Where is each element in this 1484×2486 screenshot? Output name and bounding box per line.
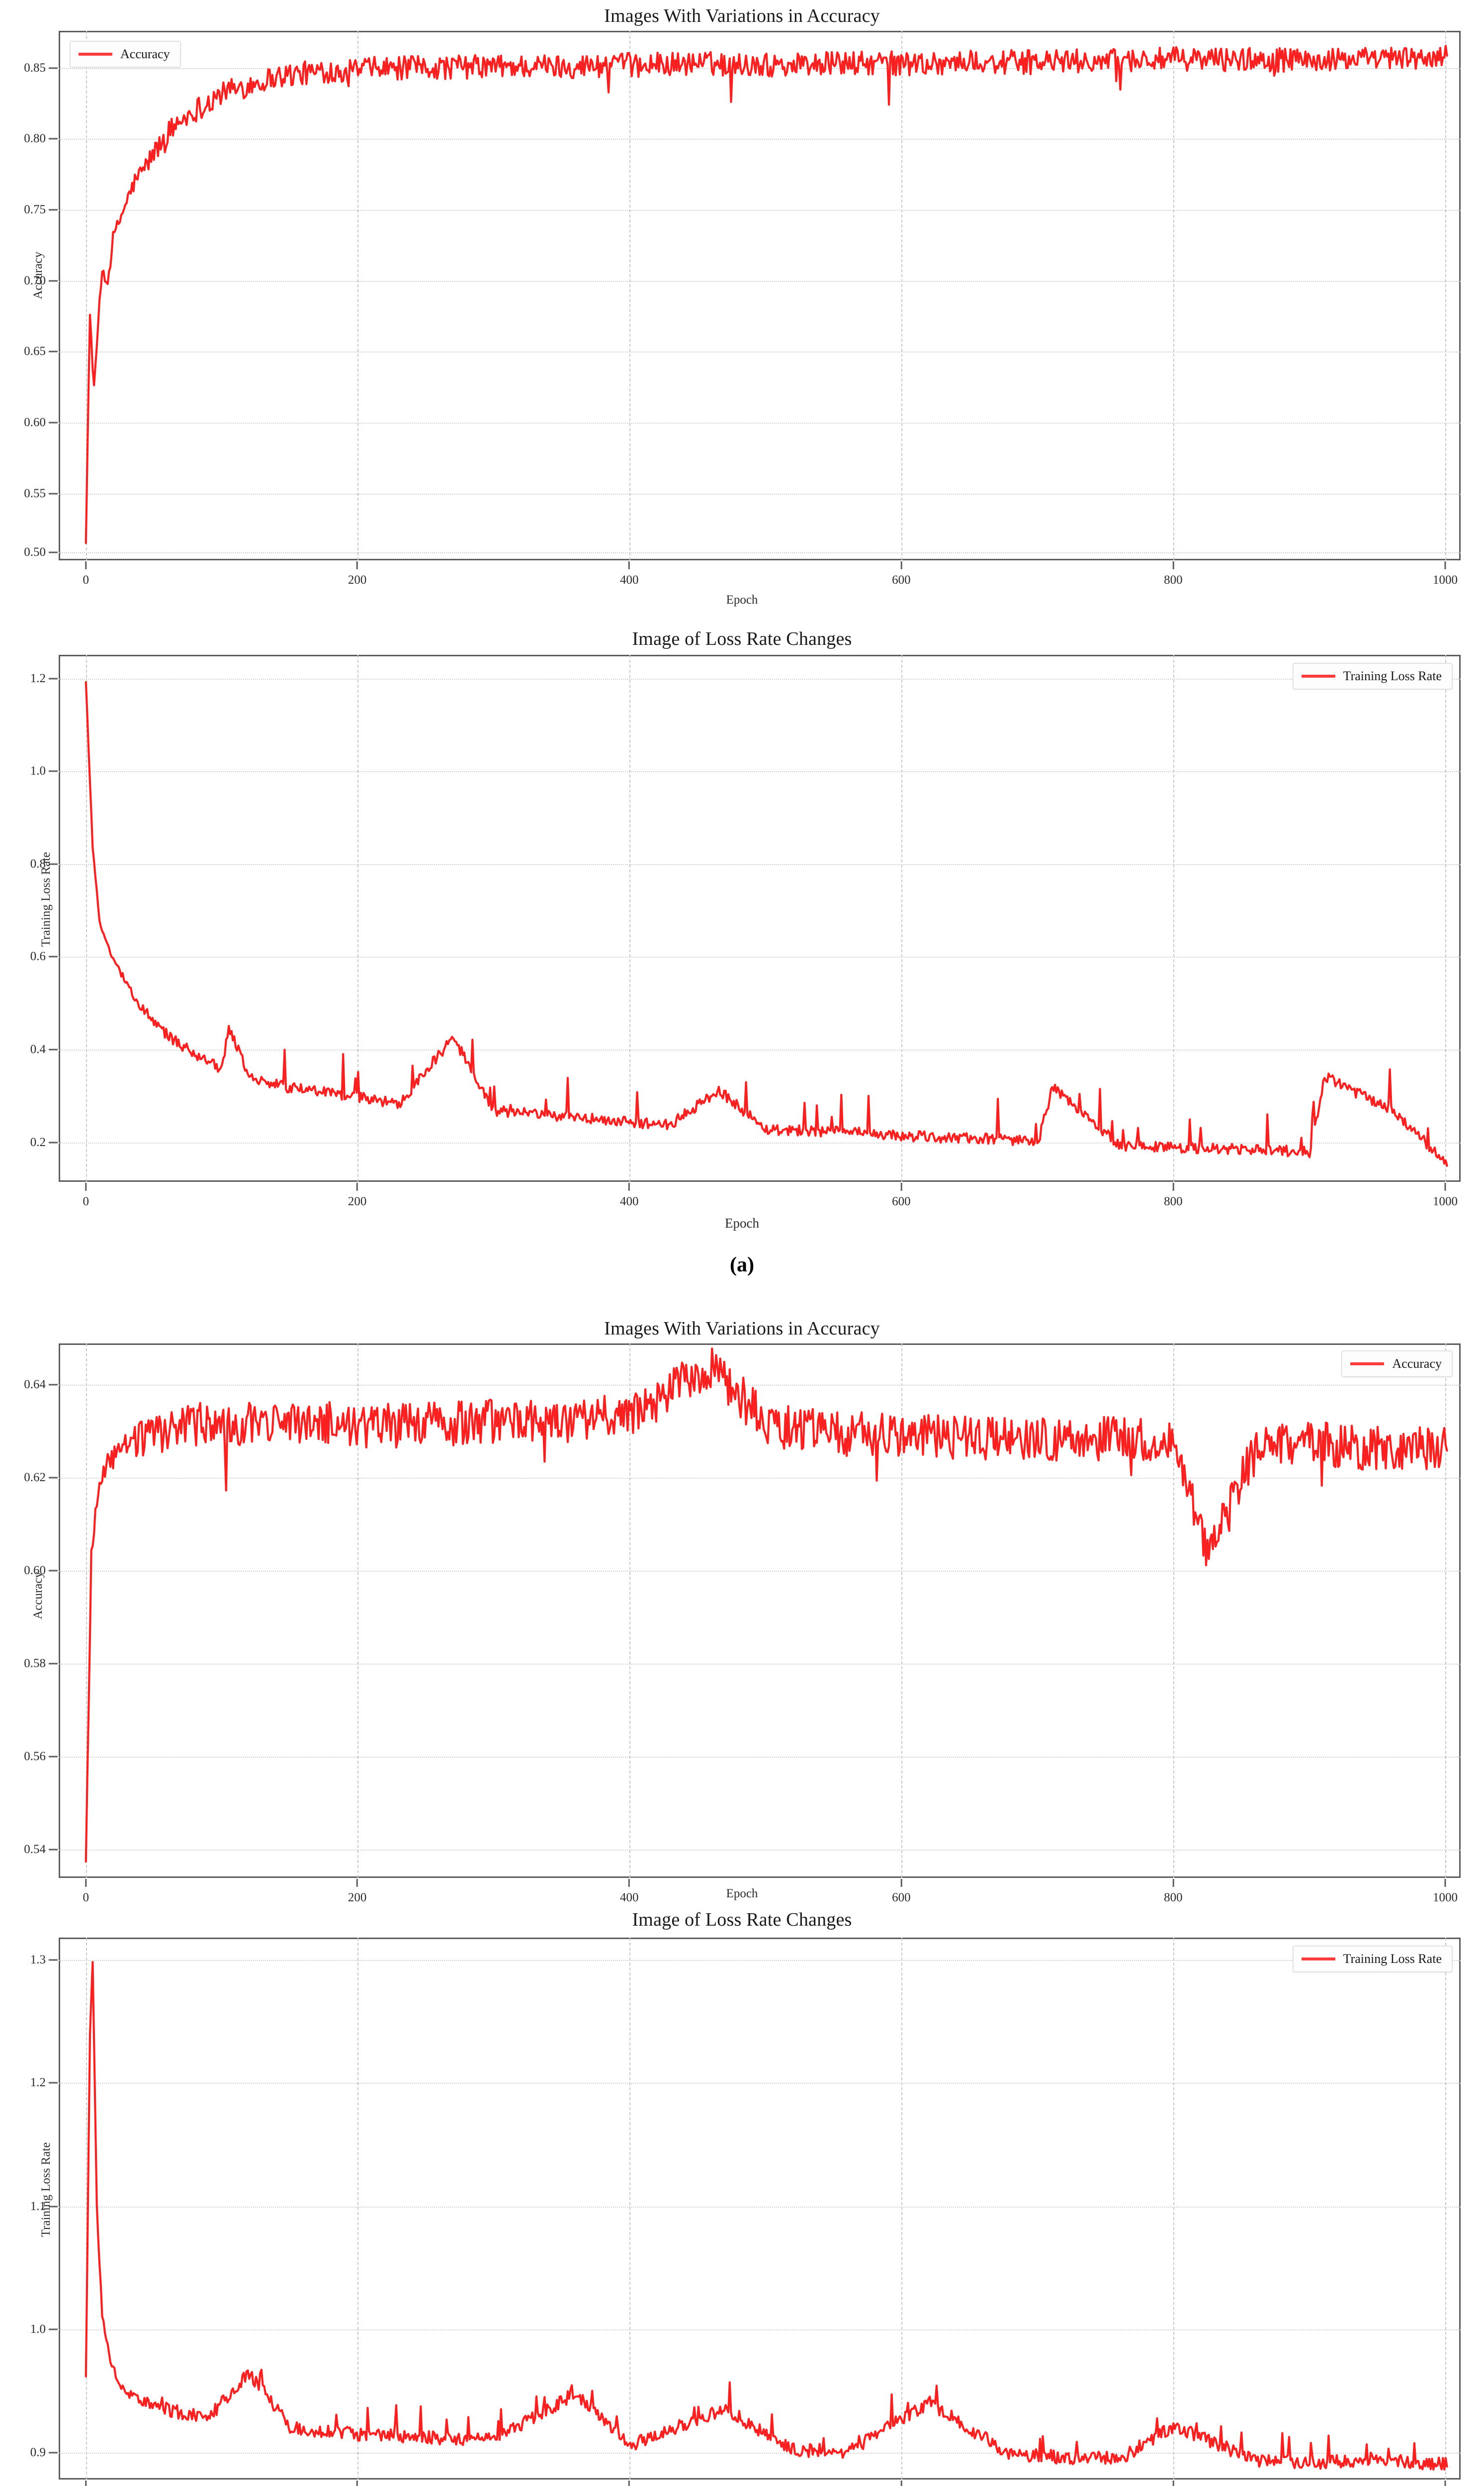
x-tick-label: 800 <box>1164 1182 1183 1209</box>
x-tick-label: 400 <box>620 2480 639 2486</box>
x-tick-label: 600 <box>892 1878 911 1905</box>
x-tick-label: 1000 <box>1433 1182 1458 1209</box>
x-axis-label: Epoch <box>726 1887 758 1900</box>
x-tick-label: 1000 <box>1433 1878 1458 1905</box>
legend-swatch-icon <box>1301 675 1335 678</box>
y-axis-label: Accuracy <box>31 1572 45 1619</box>
y-tick-label: 0.58 <box>24 1657 59 1671</box>
x-tick-label: 200 <box>348 560 367 587</box>
x-tick-label: 800 <box>1164 2480 1183 2486</box>
y-tick-label: 0.75 <box>24 203 59 217</box>
x-tick-label: 0 <box>83 2480 89 2486</box>
y-tick-label: 1.0 <box>30 2322 59 2336</box>
x-tick-label: 1000 <box>1433 2480 1458 2486</box>
x-tick-label: 400 <box>620 1182 639 1209</box>
x-tick-label: 800 <box>1164 560 1183 587</box>
legend-label: Training Loss Rate <box>1343 669 1442 683</box>
plot-area: 1.3 1.2 1.1 1.0 0.9 0 200 400 600 800 10… <box>30 1938 1461 2480</box>
x-tick-label: 800 <box>1164 1878 1183 1905</box>
y-axis-label: Accuracy <box>31 252 45 299</box>
y-tick-label: 0.70 <box>24 274 59 288</box>
y-tick-label: 0.4 <box>30 1043 59 1057</box>
y-axis-label: Training Loss Rate <box>39 2142 53 2237</box>
y-tick-label: 1.0 <box>30 764 59 778</box>
chart-title: Images With Variations in Accuracy <box>604 1318 880 1339</box>
series-line-loss <box>85 681 1448 1167</box>
y-tick-label: 0.55 <box>24 487 59 501</box>
y-tick-label: 0.62 <box>24 1471 59 1485</box>
plot-frame <box>59 31 1461 560</box>
series-line-accuracy <box>85 1347 1448 1863</box>
x-axis-label: Epoch <box>725 1216 759 1231</box>
y-tick-label: 0.2 <box>30 1136 59 1150</box>
legend-swatch-icon <box>1350 1362 1385 1365</box>
plot-area: 0.64 0.62 0.60 0.58 0.56 0.54 0 200 400 … <box>24 1343 1461 1904</box>
y-tick-label: 0.9 <box>30 2446 59 2460</box>
chart-legend[interactable]: Training Loss Rate <box>1292 663 1453 690</box>
legend-label: Accuracy <box>1392 1356 1442 1371</box>
legend-swatch-icon <box>1301 1957 1335 1960</box>
subfigure-label-a: (a) <box>730 1253 754 1276</box>
x-tick-label: 0 <box>83 560 89 587</box>
y-tick-label: 1.3 <box>30 1953 59 1967</box>
chart-title: Images With Variations in Accuracy <box>604 5 880 26</box>
x-tick-label: 200 <box>348 1878 367 1905</box>
y-tick-label: 0.8 <box>30 857 59 871</box>
y-axis-label: Training Loss Rate <box>39 852 53 947</box>
series-line-accuracy <box>85 45 1448 544</box>
y-tick-label: 1.1 <box>30 2200 59 2214</box>
y-tick-label: 1.2 <box>30 672 59 686</box>
chart-title: Image of Loss Rate Changes <box>632 1909 852 1930</box>
y-tick-label: 0.60 <box>24 416 59 430</box>
x-tick-label: 200 <box>348 1182 367 1209</box>
chart-legend[interactable]: Accuracy <box>70 41 181 68</box>
x-tick-label: 400 <box>620 560 639 587</box>
legend-swatch-icon <box>79 53 112 56</box>
x-axis-label: Epoch <box>726 593 758 607</box>
plot-frame <box>59 655 1461 1182</box>
series-line-loss <box>85 1961 1448 2471</box>
x-tick-label: 600 <box>892 560 911 587</box>
y-tick-label: 0.80 <box>24 132 59 146</box>
panel-b: Images With Variations in Accuracy 0.64 … <box>0 1318 1484 2486</box>
y-tick-label: 0.65 <box>24 345 59 358</box>
y-tick-label: 0.56 <box>24 1750 59 1764</box>
plot-frame <box>59 1938 1461 2480</box>
x-tick-label: 600 <box>892 1182 911 1209</box>
x-tick-label: 200 <box>348 2480 367 2486</box>
plot-area: 1.2 1.0 0.8 0.6 0.4 0.2 0 200 400 600 80… <box>30 655 1461 1208</box>
x-tick-label: 1000 <box>1433 560 1458 587</box>
legend-label: Training Loss Rate <box>1343 1952 1442 1966</box>
plot-frame <box>59 1343 1461 1878</box>
chart-title: Image of Loss Rate Changes <box>632 628 852 649</box>
chart-a-accuracy: Images With Variations in Accuracy <box>0 0 1484 617</box>
y-tick-label: 0.64 <box>24 1378 59 1392</box>
y-tick-label: 0.85 <box>24 61 59 75</box>
y-tick-label: 0.54 <box>24 1843 59 1857</box>
chart-legend[interactable]: Accuracy <box>1341 1350 1453 1377</box>
legend-label: Accuracy <box>120 47 170 61</box>
chart-legend[interactable]: Training Loss Rate <box>1292 1946 1453 1972</box>
chart-b-accuracy: Images With Variations in Accuracy 0.64 … <box>0 1318 1484 1919</box>
y-tick-label: 1.2 <box>30 2076 59 2090</box>
x-tick-label: 600 <box>892 2480 911 2486</box>
y-tick-label: 0.50 <box>24 545 59 559</box>
x-tick-label: 0 <box>83 1878 89 1905</box>
chart-b-loss: Image of Loss Rate Changes 1.3 1.2 1.1 1… <box>0 1907 1484 2486</box>
y-tick-label: 0.60 <box>24 1564 59 1578</box>
x-tick-label: 400 <box>620 1878 639 1905</box>
panel-a: Images With Variations in Accuracy <box>0 0 1484 1298</box>
y-tick-label: 0.6 <box>30 950 59 964</box>
plot-area: 0.85 0.80 0.75 0.70 0.65 0.60 0.55 0.50 … <box>24 31 1461 587</box>
chart-a-loss: Image of Loss Rate Changes 1.2 1.0 0.8 0 <box>0 624 1484 1245</box>
x-tick-label: 0 <box>83 1182 89 1209</box>
